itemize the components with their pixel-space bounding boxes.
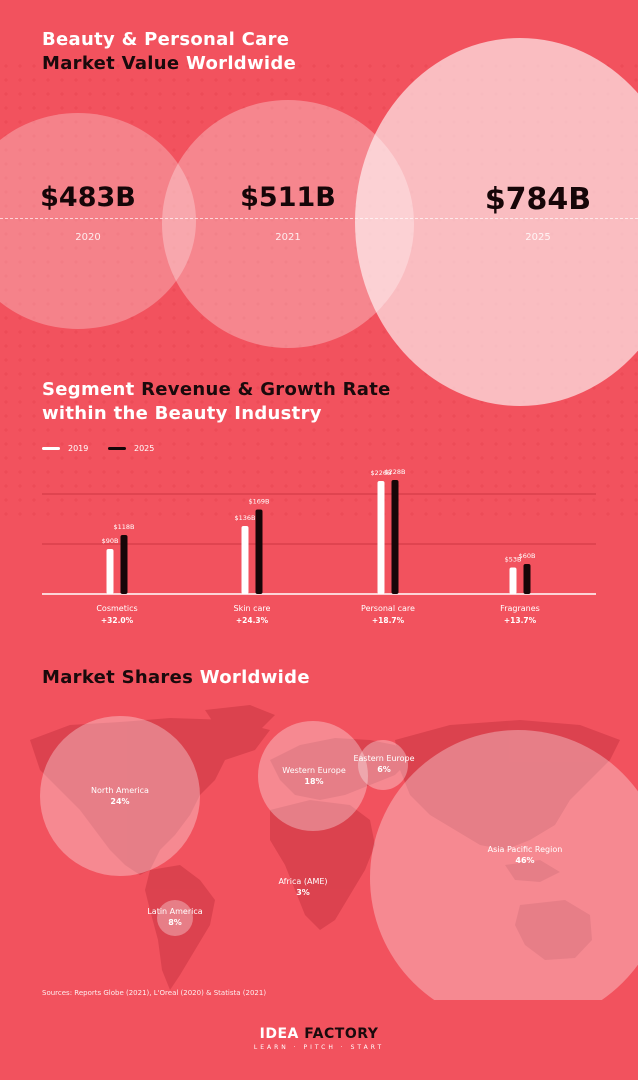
region-pct: 46% <box>515 856 535 865</box>
category-label: Cosmetics <box>96 604 137 613</box>
bar-value-label: $136B <box>234 514 255 522</box>
logo-idea: IDEA <box>259 1026 299 1042</box>
bar-value-label: $226B <box>370 469 391 477</box>
legend-2025: 2025 <box>108 444 154 453</box>
sources-note: Sources: Reports Globe (2021), L'Oreal (… <box>42 989 267 997</box>
logo-tagline: LEARN · PITCH · START <box>253 1044 385 1051</box>
region-asia-pacific: Asia Pacific Region 46% <box>455 845 595 865</box>
growth-label: +13.7% <box>504 616 537 625</box>
bar-value-label: $60B <box>519 552 536 560</box>
market-value-title: Beauty & Personal Care Market Value Worl… <box>42 28 296 76</box>
north-america-shape <box>30 718 270 875</box>
region-pct: 6% <box>377 765 391 774</box>
bar-2019-1 <box>241 526 249 594</box>
bubble-north-america <box>40 716 200 876</box>
year-2021: 2021 <box>275 232 301 243</box>
region-pct: 24% <box>110 797 130 806</box>
growth-label: +18.7% <box>372 616 405 625</box>
value-2020: $483B <box>40 182 136 213</box>
value-2021: $511B <box>240 182 336 213</box>
legend-swatch-2019 <box>42 447 60 450</box>
value-2025: $784B <box>484 182 592 217</box>
dashed-divider <box>0 218 638 219</box>
legend-swatch-2025 <box>108 447 126 450</box>
region-label: Western Europe <box>282 766 346 775</box>
bar-2019-2 <box>377 481 385 594</box>
bar-2025-1 <box>255 509 263 594</box>
australia-shape <box>515 900 592 960</box>
bubble-eastern-europe <box>358 740 408 790</box>
bubble-latin-america <box>157 900 193 936</box>
bar-value-label: $228B <box>384 468 405 476</box>
segment-title-part-a: Segment <box>42 379 135 400</box>
bar-2025-0 <box>120 535 128 594</box>
bar-2019-3 <box>509 567 517 594</box>
bar-value-label: $118B <box>113 523 134 531</box>
bubble-2025 <box>355 38 638 406</box>
market-value-title-part-a: Market Value <box>42 53 180 74</box>
bar-value-label: $169B <box>248 498 269 506</box>
segment-title: Segment Revenue & Growth Rate within the… <box>42 378 391 426</box>
segment-title-line2: within the Beauty Industry <box>42 403 322 424</box>
region-label: Africa (AME) <box>278 877 328 886</box>
year-2020: 2020 <box>75 232 101 243</box>
bar-2025-2 <box>391 480 399 594</box>
region-pct: 3% <box>296 888 310 897</box>
growth-label: +24.3% <box>236 616 269 625</box>
region-western-europe: Western Europe 18% <box>244 766 384 786</box>
region-north-america: North America 24% <box>50 786 190 806</box>
segment-bar-chart: $90B $118B Cosmetics +32.0% $136B $169B Skin c… <box>42 468 596 625</box>
europe-shape <box>270 738 410 800</box>
legend-2019: 2019 <box>42 444 88 453</box>
region-label: North America <box>91 786 149 795</box>
bubble-asia-pacific <box>370 730 638 1000</box>
idea-factory-logo: IDEA FACTORY LEARN · PITCH · START <box>0 1026 638 1051</box>
region-eastern-europe: Eastern Europe 6% <box>314 754 454 774</box>
bar-value-label: $90B <box>102 537 119 545</box>
region-label: Asia Pacific Region <box>487 845 563 854</box>
africa-shape <box>270 800 375 930</box>
region-latin-america: Latin America 8% <box>105 907 245 927</box>
growth-label: +32.0% <box>101 616 134 625</box>
bar-value-label: $53B <box>505 556 522 564</box>
segment-title-part-b: Revenue & Growth Rate <box>141 379 391 400</box>
bubble-western-europe <box>258 721 368 831</box>
asia-shape <box>395 720 620 850</box>
logo-factory: FACTORY <box>304 1026 379 1042</box>
legend-label-2025: 2025 <box>134 444 155 453</box>
region-africa: Africa (AME) 3% <box>233 877 373 897</box>
bar-2025-3 <box>523 564 531 594</box>
market-value-title-line1: Beauty & Personal Care <box>42 29 290 50</box>
shares-title-part-a: Market Shares <box>42 667 194 688</box>
region-label: Eastern Europe <box>353 754 415 763</box>
category-label: Skin care <box>234 604 271 613</box>
shares-title-part-b: Worldwide <box>199 667 310 688</box>
year-2025: 2025 <box>525 232 551 243</box>
category-label: Fragranes <box>500 604 540 613</box>
world-map <box>30 705 638 1000</box>
region-label: Latin America <box>147 907 203 916</box>
region-pct: 18% <box>304 777 324 786</box>
market-value-title-part-b: Worldwide <box>185 53 297 74</box>
legend-label-2019: 2019 <box>68 444 89 453</box>
bubble-2020 <box>0 113 196 329</box>
category-label: Personal care <box>361 604 415 613</box>
south-america-shape <box>145 865 215 990</box>
bar-2019-0 <box>106 549 114 594</box>
shares-title: Market Shares Worldwide <box>42 666 310 690</box>
region-pct: 8% <box>168 918 182 927</box>
